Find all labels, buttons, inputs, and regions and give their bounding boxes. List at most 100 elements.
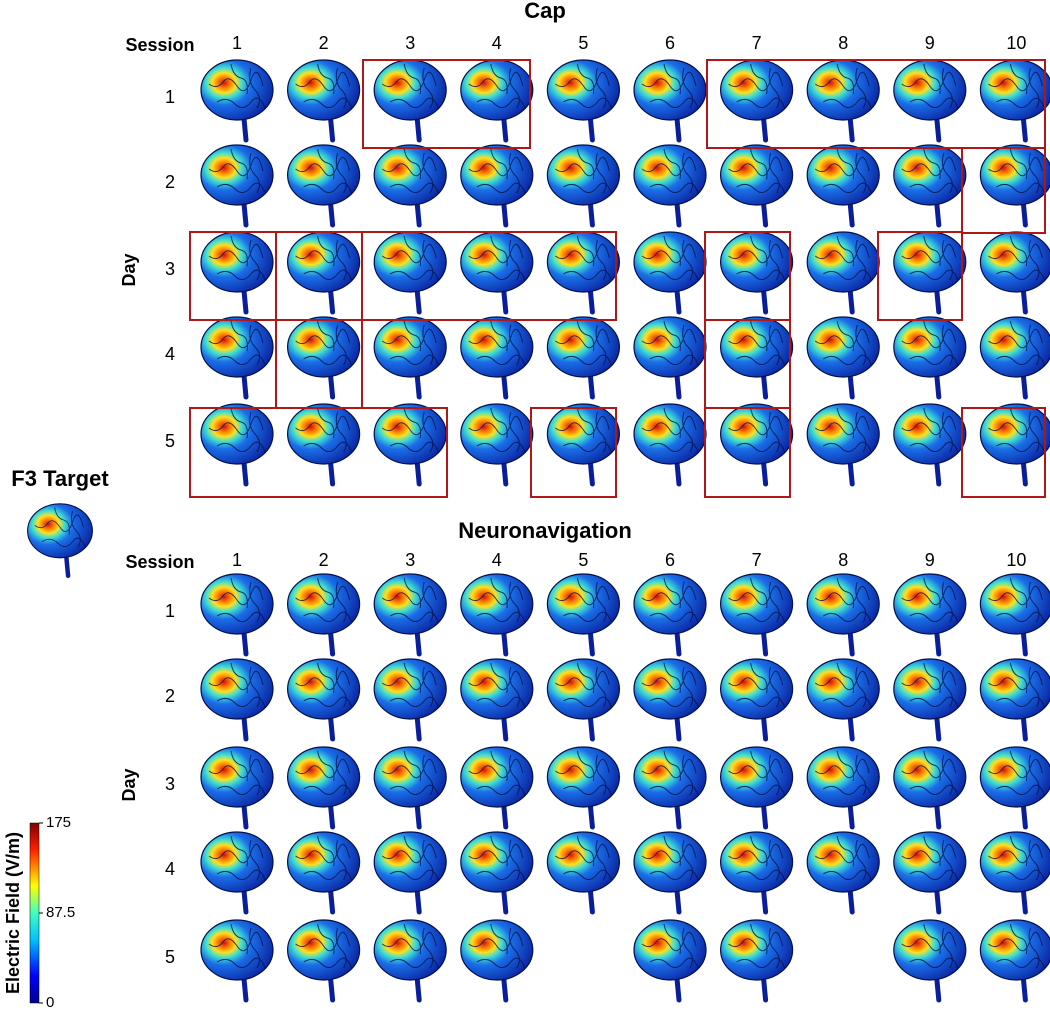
brain-sulci <box>641 235 699 281</box>
session-number: 10 <box>1006 33 1026 53</box>
brain-sulci <box>381 235 439 281</box>
session-number: 9 <box>925 550 935 570</box>
brain-image <box>200 573 274 657</box>
brain-sulci <box>728 148 786 194</box>
brain-sulci <box>641 923 699 969</box>
day-number: 3 <box>165 774 175 794</box>
brain-cortex <box>719 316 794 378</box>
brain-image <box>633 231 707 315</box>
session-number: 7 <box>752 33 762 53</box>
brain-image <box>373 144 447 228</box>
session-number: 5 <box>578 33 588 53</box>
brain-cortex <box>719 831 794 893</box>
brain-sulci <box>901 923 959 969</box>
brain-cortex <box>546 831 621 893</box>
brain-sulci <box>988 662 1045 708</box>
brain-sulci <box>208 835 266 881</box>
brain-cortex <box>460 144 534 206</box>
brain-sulci <box>641 662 699 708</box>
brain-sulci <box>468 63 526 109</box>
brain-sulci <box>555 63 612 109</box>
brain-sulci <box>988 235 1045 281</box>
brain-image <box>979 573 1050 657</box>
brain-cortex <box>287 831 361 893</box>
brain-sulci <box>555 662 612 708</box>
day-number: 4 <box>165 859 175 879</box>
brain-cortex <box>200 573 274 635</box>
brain-sulci <box>381 63 439 109</box>
brain-image <box>546 573 621 657</box>
brain-image <box>893 746 967 830</box>
brain-image <box>287 231 361 315</box>
brain-sulci <box>208 577 266 623</box>
brain-sulci <box>901 750 959 796</box>
brain-image <box>806 831 880 915</box>
brain-image <box>546 144 621 228</box>
brain-image <box>893 403 967 487</box>
brain-sulci <box>814 662 872 708</box>
brain-sulci <box>988 148 1045 194</box>
session-number: 4 <box>492 550 502 570</box>
target-title: F3 Target <box>11 466 109 491</box>
day-number: 5 <box>165 947 175 967</box>
brain-image <box>719 831 794 915</box>
brain-image <box>546 831 621 915</box>
brain-image <box>287 658 361 742</box>
brain-image <box>287 831 361 915</box>
brain-sulci <box>641 407 699 453</box>
brain-image <box>806 144 880 228</box>
brain-sulci <box>988 320 1045 366</box>
day-number: 2 <box>165 686 175 706</box>
brain-image <box>719 316 794 400</box>
brain-cortex <box>719 658 794 720</box>
brain-image <box>633 831 707 915</box>
colorbar-tick-label: 175 <box>46 814 71 831</box>
brain-sulci <box>641 577 699 623</box>
brain-cortex <box>460 231 534 293</box>
day-number: 5 <box>165 431 175 451</box>
brain-image <box>806 59 880 143</box>
brain-image <box>287 59 361 143</box>
brain-cortex <box>546 573 621 635</box>
brain-sulci <box>901 235 959 281</box>
brain-sulci <box>381 923 439 969</box>
brain-sulci <box>814 750 872 796</box>
brain-image <box>979 403 1050 487</box>
brain-cortex <box>719 59 794 121</box>
brain-sulci <box>468 320 526 366</box>
brain-image <box>806 403 880 487</box>
brain-sulci <box>468 750 526 796</box>
session-number: 9 <box>925 33 935 53</box>
session-label: Session <box>125 35 194 55</box>
brain-image <box>719 59 794 143</box>
brain-image <box>460 919 534 1003</box>
brain-image <box>200 658 274 742</box>
brain-cortex <box>806 573 880 635</box>
brain-cortex <box>287 144 361 206</box>
brain-image <box>287 316 361 400</box>
brain-cortex <box>373 746 447 808</box>
brain-sulci <box>728 835 786 881</box>
brain-image <box>460 316 534 400</box>
brain-sulci <box>208 407 266 453</box>
brain-sulci <box>814 577 872 623</box>
brain-cortex <box>373 231 447 293</box>
brain-cortex <box>979 658 1050 720</box>
brain-image <box>979 144 1050 228</box>
brain-sulci <box>208 63 266 109</box>
brain-sulci <box>728 320 786 366</box>
brain-sulci <box>814 835 872 881</box>
brain-cortex <box>460 573 534 635</box>
panel-title: Neuronavigation <box>458 518 632 543</box>
brain-cortex <box>893 316 967 378</box>
day-number: 4 <box>165 344 175 364</box>
brain-sulci <box>641 148 699 194</box>
brain-sulci <box>814 407 872 453</box>
brain-image <box>460 573 534 657</box>
brain-sulci <box>728 577 786 623</box>
brain-image <box>200 231 274 315</box>
brain-image <box>460 59 534 143</box>
day-number: 1 <box>165 87 175 107</box>
brain-image <box>287 573 361 657</box>
brain-cortex <box>979 746 1050 808</box>
